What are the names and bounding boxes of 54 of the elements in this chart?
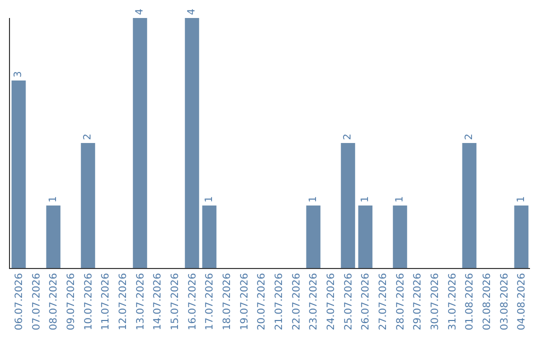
data-label: 2 bbox=[464, 134, 475, 140]
data-label: 1 bbox=[308, 196, 319, 202]
data-label: 4 bbox=[134, 8, 146, 15]
x-tick-label: 07.07.2026 bbox=[31, 273, 42, 330]
data-label: 2 bbox=[82, 134, 94, 140]
bar bbox=[184, 18, 200, 268]
x-tick-label: 28.07.2026 bbox=[395, 273, 406, 330]
bar bbox=[202, 206, 216, 268]
x-tick-label: 31.07.2026 bbox=[447, 273, 458, 330]
data-label: 1 bbox=[360, 196, 371, 202]
x-tick-label: 02.08.2026 bbox=[482, 273, 493, 330]
bar bbox=[46, 206, 60, 268]
x-tick-label: 27.07.2026 bbox=[378, 273, 389, 330]
x-tick-label: 10.07.2026 bbox=[83, 273, 94, 330]
x-tick-label: 08.07.2026 bbox=[48, 273, 60, 330]
x-tick-label: 13.07.2026 bbox=[135, 273, 146, 330]
x-tick-label: 24.07.2026 bbox=[326, 273, 337, 330]
bar bbox=[12, 80, 26, 268]
x-tick-label: 26.07.2026 bbox=[360, 273, 372, 330]
bar bbox=[514, 206, 528, 268]
x-tick-label: 03.08.2026 bbox=[499, 273, 510, 330]
x-tick-label: 23.07.2026 bbox=[308, 273, 320, 330]
x-tick-label: 01.08.2026 bbox=[464, 273, 476, 330]
data-label: 4 bbox=[186, 8, 198, 15]
data-label: 1 bbox=[516, 196, 527, 202]
x-tick-label: 22.07.2026 bbox=[291, 273, 302, 330]
x-tick-label: 11.07.2026 bbox=[100, 273, 112, 330]
x-tick-label: 15.07.2026 bbox=[170, 273, 181, 330]
x-tick-label: 18.07.2026 bbox=[222, 273, 233, 330]
data-label: 3 bbox=[13, 71, 24, 78]
data-label: 1 bbox=[204, 196, 215, 202]
x-tick-label: 16.07.2026 bbox=[187, 273, 198, 330]
x-tick-label: 25.07.2026 bbox=[343, 273, 354, 330]
bar bbox=[132, 18, 148, 268]
data-label: 1 bbox=[394, 196, 406, 202]
bar bbox=[340, 143, 356, 268]
x-tick-label: 20.07.2026 bbox=[256, 273, 268, 330]
data-label: 2 bbox=[342, 134, 354, 140]
x-tick-label: 12.07.2026 bbox=[118, 273, 129, 330]
x-tick-label: 17.07.2026 bbox=[204, 273, 216, 330]
x-tick-label: 21.07.2026 bbox=[274, 273, 285, 330]
data-label: 1 bbox=[48, 196, 59, 202]
bar bbox=[358, 206, 372, 268]
bar bbox=[462, 143, 476, 268]
x-tick-label: 06.07.2026 bbox=[14, 273, 25, 330]
x-tick-label: 09.07.2026 bbox=[66, 273, 77, 330]
bar bbox=[80, 143, 96, 268]
x-tick-label: 29.07.2026 bbox=[412, 273, 424, 330]
x-tick-label: 04.08.2026 bbox=[516, 273, 528, 330]
bar bbox=[306, 206, 320, 268]
x-tick-label: 19.07.2026 bbox=[239, 273, 250, 330]
x-tick-label: 30.07.2026 bbox=[430, 273, 441, 330]
bar bbox=[392, 206, 408, 268]
x-tick-label: 14.07.2026 bbox=[152, 273, 164, 330]
